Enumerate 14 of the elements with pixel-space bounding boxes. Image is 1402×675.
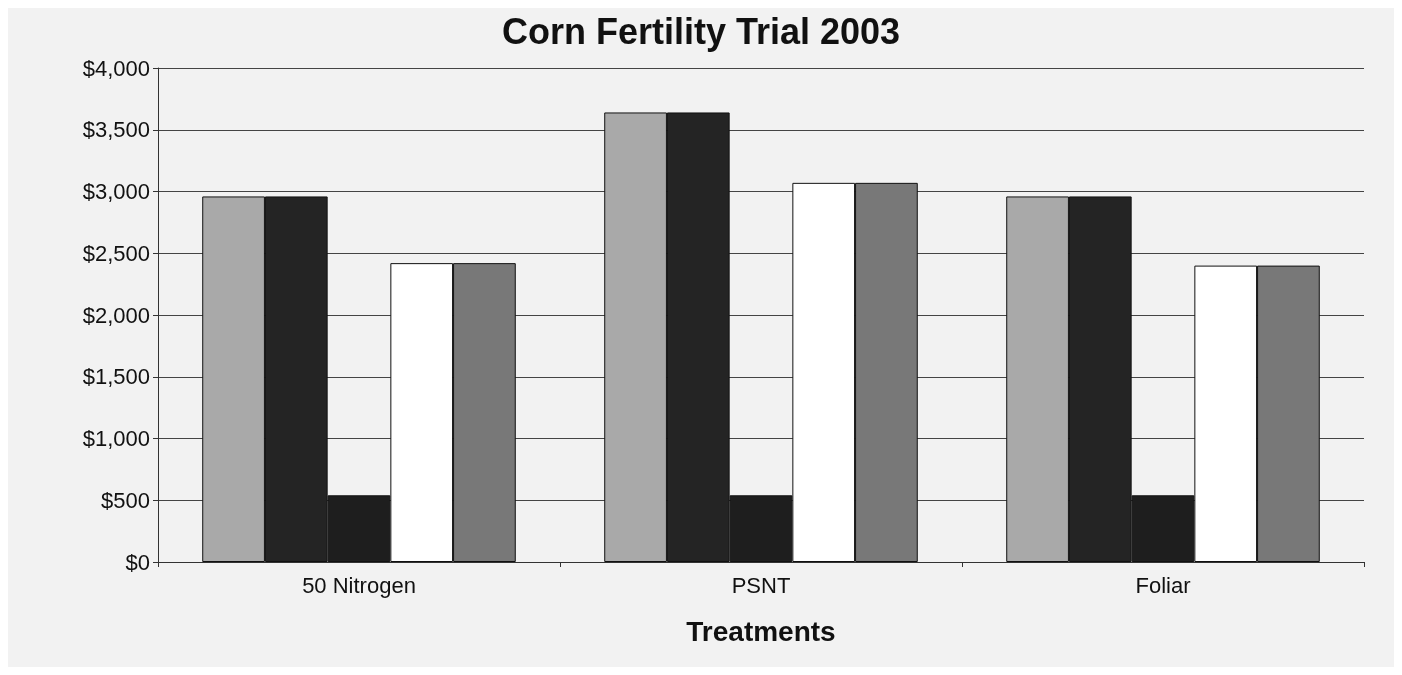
y-tick-label: $4,000 xyxy=(82,55,150,81)
x-tick-label: 50 Nitrogen xyxy=(302,572,416,598)
y-tick-label: $1,500 xyxy=(82,364,150,390)
y-tick-label: $2,000 xyxy=(82,302,150,328)
y-tick-label: $1,000 xyxy=(82,426,150,451)
chart-title: Corn Fertility Trial 2003 xyxy=(501,10,901,52)
x-tick-label: Foliar xyxy=(1135,572,1191,598)
y-tick-label: $500 xyxy=(101,487,150,513)
y-tick-label: $3,500 xyxy=(82,117,150,143)
x-axis-title: Treatments xyxy=(686,615,836,647)
x-tick-label: PSNT xyxy=(731,572,791,598)
y-tick-label: $2,500 xyxy=(82,240,150,266)
y-tick-label: $3,000 xyxy=(82,179,150,204)
y-tick-label: $0 xyxy=(125,549,150,575)
